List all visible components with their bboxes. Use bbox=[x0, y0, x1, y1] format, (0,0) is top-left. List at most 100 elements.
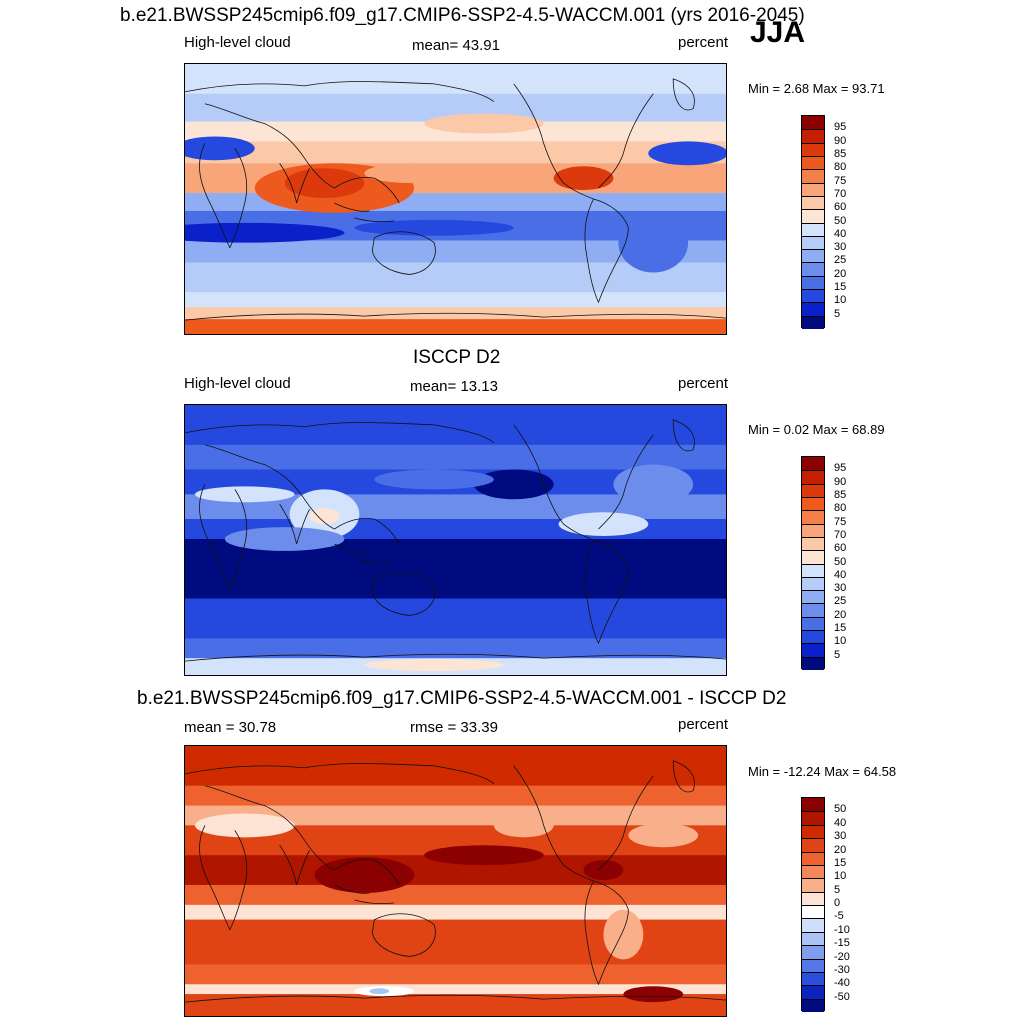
colorbar-swatch bbox=[802, 195, 824, 210]
colorbar-swatch bbox=[802, 998, 824, 1012]
colorbar-swatch bbox=[802, 864, 824, 879]
colorbar-tick-label: 85 bbox=[834, 147, 847, 160]
panel-1-variable-label: High-level cloud bbox=[184, 34, 291, 51]
colorbar-tick-label: 80 bbox=[834, 502, 847, 515]
coastlines bbox=[185, 419, 726, 662]
colorbar-tick-label: 30 bbox=[834, 582, 847, 595]
panel-2-mean-label: mean= 13.13 bbox=[410, 378, 498, 395]
colorbar-swatch bbox=[802, 550, 824, 564]
coastlines bbox=[185, 78, 726, 321]
colorbar-tick-label: 0 bbox=[834, 897, 841, 909]
panel-2-title: ISCCP D2 bbox=[413, 347, 501, 368]
colorbar-swatch bbox=[802, 590, 824, 604]
colorbar-tick-label: 15 bbox=[834, 856, 847, 869]
colorbar-swatch bbox=[802, 222, 824, 236]
colorbar-swatch bbox=[802, 630, 824, 644]
colorbar-tick-label: -30 bbox=[834, 963, 850, 976]
colorbar-swatch bbox=[802, 457, 824, 471]
colorbar-tick-label: 75 bbox=[834, 174, 847, 187]
colorbar-swatch bbox=[802, 616, 824, 631]
colorbar-swatch bbox=[802, 235, 824, 250]
panel-1-units-label: percent bbox=[678, 34, 729, 51]
colorbar-tick-label: 5 bbox=[834, 648, 841, 661]
panel-1-map bbox=[184, 63, 727, 335]
colorbar-swatch bbox=[802, 262, 824, 276]
colorbar-tick-label: 85 bbox=[834, 488, 847, 501]
panel-3-map bbox=[184, 745, 727, 1017]
colorbar-tick-label: 60 bbox=[834, 542, 847, 555]
colorbar-swatch bbox=[802, 249, 824, 263]
colorbar-swatch bbox=[802, 523, 824, 537]
panel-2-colorbar-labels: 95 90 85 80 75 70 60 50 40 30 25 20 15 10 5 bbox=[834, 456, 874, 669]
colorbar-tick-label: 90 bbox=[834, 134, 847, 147]
panel-3-mean-label: mean = 30.78 bbox=[184, 719, 277, 736]
colorbar-swatch bbox=[802, 563, 824, 577]
colorbar-swatch bbox=[802, 931, 824, 946]
colorbar-tick-label: 15 bbox=[834, 622, 847, 635]
colorbar-swatch bbox=[802, 985, 824, 999]
colorbar-tick-label: 60 bbox=[834, 201, 847, 214]
colorbar-swatch bbox=[802, 496, 824, 511]
panel-1-minmax: Min = 2.68 Max = 93.71 bbox=[748, 81, 885, 96]
panel-2-map bbox=[184, 404, 727, 676]
colorbar-tick-label: 30 bbox=[834, 241, 847, 254]
colorbar-swatch bbox=[802, 603, 824, 617]
colorbar-swatch bbox=[802, 302, 824, 316]
panel-1-mean-label: mean= 43.91 bbox=[412, 37, 500, 54]
colorbar-swatch bbox=[802, 129, 824, 143]
panel-3-minmax: Min = -12.24 Max = 64.58 bbox=[748, 764, 897, 779]
panel-3-units-label: percent bbox=[678, 716, 729, 733]
panel-3-colorbar bbox=[801, 797, 825, 1012]
colorbar-tick-label: -15 bbox=[834, 937, 850, 950]
colorbar-tick-label: 20 bbox=[834, 267, 847, 280]
colorbar-tick-label: 10 bbox=[834, 870, 847, 883]
colorbar-tick-label: 75 bbox=[834, 515, 847, 528]
panel-3-colorbar-labels: 50 40 30 20 15 10 5 0 -5 -10 -15 -20 -30 -40 -50 bbox=[834, 797, 874, 1011]
colorbar-tick-label: 40 bbox=[834, 227, 847, 240]
panel-2-variable-label: High-level cloud bbox=[184, 375, 291, 392]
colorbar-swatch bbox=[802, 891, 824, 905]
colorbar-swatch bbox=[802, 142, 824, 156]
colorbar-tick-label: 95 bbox=[834, 121, 847, 134]
colorbar-tick-label: -20 bbox=[834, 950, 850, 963]
panel-1-colorbar bbox=[801, 115, 825, 329]
colorbar-swatch bbox=[802, 536, 824, 551]
colorbar-swatch bbox=[802, 811, 824, 825]
colorbar-tick-label: 30 bbox=[834, 830, 847, 843]
colorbar-swatch bbox=[802, 576, 824, 591]
colorbar-tick-label: 70 bbox=[834, 528, 847, 541]
panel-2-colorbar bbox=[801, 456, 825, 670]
colorbar-tick-label: 90 bbox=[834, 475, 847, 488]
colorbar-tick-label: 20 bbox=[834, 608, 847, 621]
colorbar-tick-label: 95 bbox=[834, 462, 847, 475]
panel-1-colorbar-labels: 95 90 85 80 75 70 60 50 40 30 25 20 15 10 5 bbox=[834, 115, 874, 328]
colorbar-tick-label: 50 bbox=[834, 803, 847, 816]
colorbar-tick-label: 5 bbox=[834, 307, 841, 320]
colorbar-swatch bbox=[802, 945, 824, 959]
panel-3-title: b.e21.BWSSP245cmip6.f09_g17.CMIP6-SSP2-4… bbox=[137, 688, 787, 709]
colorbar-swatch bbox=[802, 958, 824, 972]
colorbar-swatch bbox=[802, 182, 824, 196]
colorbar-swatch bbox=[802, 510, 824, 524]
colorbar-swatch bbox=[802, 116, 824, 130]
colorbar-tick-label: 10 bbox=[834, 635, 847, 648]
colorbar-swatch bbox=[802, 824, 824, 839]
panel-2-units-label: percent bbox=[678, 375, 729, 392]
colorbar-tick-label: 10 bbox=[834, 294, 847, 307]
colorbar-swatch bbox=[802, 878, 824, 892]
colorbar-tick-label: 50 bbox=[834, 214, 847, 227]
colorbar-swatch bbox=[802, 905, 824, 919]
colorbar-tick-label: -40 bbox=[834, 977, 850, 990]
colorbar-swatch bbox=[802, 643, 824, 657]
season-label: JJA bbox=[750, 16, 806, 49]
colorbar-tick-label: -50 bbox=[834, 990, 850, 1003]
colorbar-swatch bbox=[802, 656, 824, 670]
colorbar-swatch bbox=[802, 275, 824, 290]
colorbar-swatch bbox=[802, 169, 824, 183]
colorbar-swatch bbox=[802, 838, 824, 852]
colorbar-tick-label: 5 bbox=[834, 883, 841, 896]
colorbar-tick-label: 50 bbox=[834, 555, 847, 568]
colorbar-tick-label: 40 bbox=[834, 568, 847, 581]
colorbar-swatch bbox=[802, 798, 824, 812]
colorbar-tick-label: 20 bbox=[834, 843, 847, 856]
